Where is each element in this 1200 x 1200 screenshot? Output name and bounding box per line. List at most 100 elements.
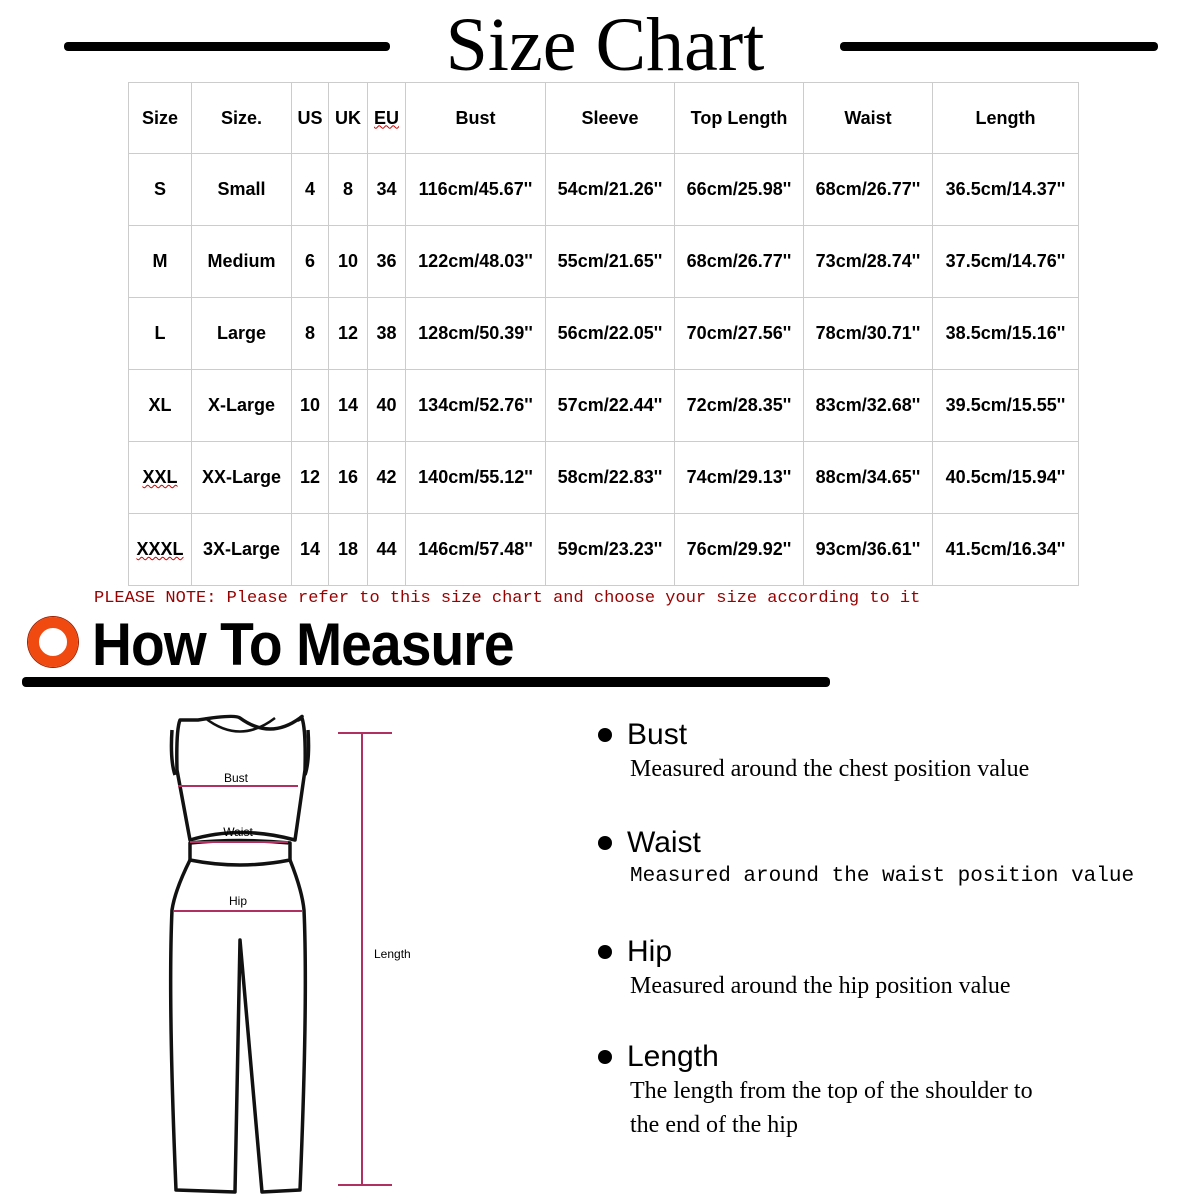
- table-cell: L: [128, 297, 192, 370]
- table-cell: 37.5cm/14.76'': [932, 225, 1079, 298]
- table-cell: Medium: [191, 225, 292, 298]
- table-cell: 83cm/32.68'': [803, 369, 933, 442]
- table-cell: S: [128, 153, 192, 226]
- table-cell: 10: [291, 369, 329, 442]
- table-cell: 12: [291, 441, 329, 514]
- measure-name: Hip: [627, 935, 673, 968]
- size-table: Size Size. US UK EU Bust Sleeve Top Length Waist…: [128, 82, 1079, 586]
- bullet-icon: [598, 836, 612, 850]
- table-cell: 18: [328, 513, 368, 586]
- page-title: Size Chart: [445, 3, 765, 87]
- table-cell: 40: [367, 369, 406, 442]
- size-note: PLEASE NOTE: Please refer to this size c…: [94, 589, 921, 608]
- bullet-icon: [598, 945, 612, 959]
- table-cell: 8: [291, 297, 329, 370]
- measure-heading: Hip: [598, 935, 1011, 969]
- table-cell: 66cm/25.98'': [674, 153, 804, 226]
- table-cell: 68cm/26.77'': [674, 225, 804, 298]
- measure-heading: Length: [598, 1040, 1033, 1074]
- table-cell: 88cm/34.65'': [803, 441, 933, 514]
- table-cell: 4: [291, 153, 329, 226]
- table-cell: 56cm/22.05'': [545, 297, 675, 370]
- table-cell: 58cm/22.83'': [545, 441, 675, 514]
- column-header: EU: [367, 82, 406, 154]
- bullet-icon: [598, 728, 612, 742]
- table-cell: 39.5cm/15.55'': [932, 369, 1079, 442]
- table-cell: Small: [191, 153, 292, 226]
- table-cell: 146cm/57.48'': [405, 513, 546, 586]
- measure-description: The length from the top of the shoulder …: [630, 1078, 1033, 1104]
- title-rule-left: [64, 42, 390, 51]
- column-header: UK: [328, 82, 368, 154]
- table-cell: 36.5cm/14.37'': [932, 153, 1079, 226]
- table-cell: 57cm/22.44'': [545, 369, 675, 442]
- measure-item-hip: Hip Measured around the hip position valu…: [598, 935, 1011, 1003]
- table-cell: 73cm/28.74'': [803, 225, 933, 298]
- table-row: L Large 8 12 38 128cm/50.39'' 56cm/22.05'' 70cm…: [128, 297, 1079, 370]
- table-cell: 74cm/29.13'': [674, 441, 804, 514]
- table-cell: 10: [328, 225, 368, 298]
- column-header: Size.: [191, 82, 292, 154]
- table-row: S Small 4 8 34 116cm/45.67'' 54cm/21.26'' 66cm/…: [128, 153, 1079, 226]
- table-cell: 44: [367, 513, 406, 586]
- measure-item-bust: Bust Measured around the chest position v…: [598, 718, 1029, 786]
- table-header-row: Size Size. US UK EU Bust Sleeve Top Length Waist…: [128, 82, 1079, 154]
- figure-label-length: Length: [374, 947, 411, 961]
- table-cell: XXXL: [128, 513, 192, 586]
- table-cell: XL: [128, 369, 192, 442]
- measure-description: Measured around the waist position value: [630, 865, 1135, 888]
- table-cell: 40.5cm/15.94'': [932, 441, 1079, 514]
- table-cell: 68cm/26.77'': [803, 153, 933, 226]
- table-cell: XX-Large: [191, 441, 292, 514]
- column-header: Length: [932, 82, 1079, 154]
- table-cell: 41.5cm/16.34'': [932, 513, 1079, 586]
- garment-figure: Bust Waist Hip Length: [168, 714, 411, 1194]
- column-header: Bust: [405, 82, 546, 154]
- table-cell: 128cm/50.39'': [405, 297, 546, 370]
- how-rule: [22, 677, 830, 687]
- table-cell: 34: [367, 153, 406, 226]
- column-header: Top Length: [674, 82, 804, 154]
- column-header: Size: [128, 82, 192, 154]
- table-cell: 38.5cm/15.16'': [932, 297, 1079, 370]
- table-cell: X-Large: [191, 369, 292, 442]
- table-row: XXXL 3X-Large 14 18 44 146cm/57.48'' 59cm/23.2…: [128, 513, 1079, 586]
- measure-item-waist: Waist Measured around the waist position …: [598, 826, 1134, 894]
- column-header: Waist: [803, 82, 933, 154]
- figure-label-hip: Hip: [229, 894, 247, 908]
- table-cell: 140cm/55.12'': [405, 441, 546, 514]
- measure-name: Length: [627, 1040, 719, 1073]
- measure-heading: Bust: [598, 718, 1029, 752]
- table-cell: 93cm/36.61'': [803, 513, 933, 586]
- table-cell: 55cm/21.65'': [545, 225, 675, 298]
- ring-bullet-icon: [28, 617, 78, 667]
- table-row: XXL XX-Large 12 16 42 140cm/55.12'' 58cm/22.83…: [128, 441, 1079, 514]
- table-cell: 38: [367, 297, 406, 370]
- table-cell: 8: [328, 153, 368, 226]
- table-cell: 116cm/45.67'': [405, 153, 546, 226]
- bullet-icon: [598, 1050, 612, 1064]
- figure-label-bust: Bust: [224, 771, 249, 785]
- table-row: XL X-Large 10 14 40 134cm/52.76'' 57cm/22.44''…: [128, 369, 1079, 442]
- title-rule-right: [840, 42, 1158, 51]
- table-cell: 6: [291, 225, 329, 298]
- table-row: M Medium 6 10 36 122cm/48.03'' 55cm/21.65'' 68c…: [128, 225, 1079, 298]
- column-header: US: [291, 82, 329, 154]
- table-cell: 72cm/28.35'': [674, 369, 804, 442]
- table-cell: 78cm/30.71'': [803, 297, 933, 370]
- figure-label-waist: Waist: [223, 825, 253, 839]
- table-cell: 122cm/48.03'': [405, 225, 546, 298]
- table-cell: 59cm/23.23'': [545, 513, 675, 586]
- table-cell: 54cm/21.26'': [545, 153, 675, 226]
- measure-item-length: Length The length from the top of the sho…: [598, 1040, 1033, 1142]
- table-cell: M: [128, 225, 192, 298]
- measure-description: Measured around the chest position value: [630, 756, 1030, 782]
- column-header: Sleeve: [545, 82, 675, 154]
- table-cell: 12: [328, 297, 368, 370]
- measure-description: Measured around the hip position value: [630, 973, 1011, 999]
- table-cell: 76cm/29.92'': [674, 513, 804, 586]
- table-cell: 42: [367, 441, 406, 514]
- measure-name: Bust: [627, 718, 688, 751]
- table-cell: 14: [328, 369, 368, 442]
- how-to-measure-title: How To Measure: [92, 611, 515, 678]
